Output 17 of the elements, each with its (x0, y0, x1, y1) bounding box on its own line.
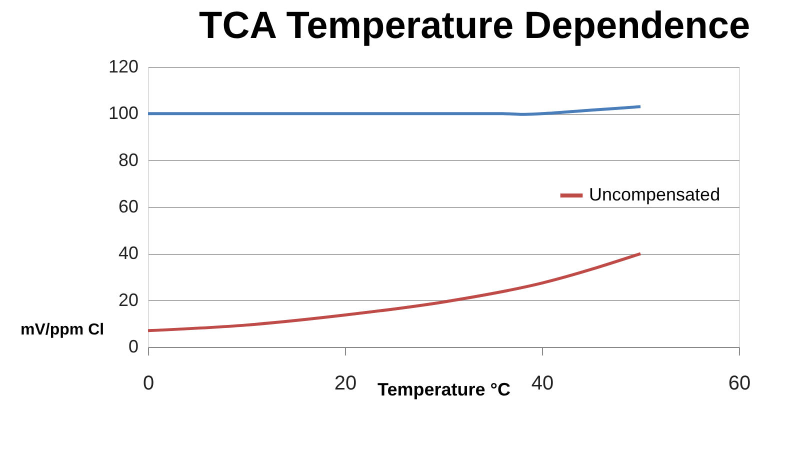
line-series (146, 105, 642, 116)
y-tick-label: 40 (118, 243, 138, 264)
x-tick-label: 20 (334, 372, 357, 394)
x-tick-label: 60 (728, 372, 751, 394)
y-tick-label: 0 (128, 336, 138, 356)
chart-title: TCA Temperature Dependence (198, 5, 750, 47)
y-tick-label: 80 (118, 150, 138, 170)
y-tick-label: 120 (108, 56, 138, 76)
y-tick-label: 20 (118, 290, 138, 310)
legend-label: Uncompensated (589, 184, 720, 204)
x-axis-title: Temperature °C (378, 380, 510, 400)
x-tick-label: 40 (531, 372, 554, 394)
y-axis-title: mV/ppm Cl (20, 322, 104, 338)
x-tick-label: 0 (142, 372, 154, 394)
y-tick-label: 60 (118, 196, 138, 216)
y-tick-label: 100 (108, 103, 138, 124)
line-series (146, 252, 642, 332)
